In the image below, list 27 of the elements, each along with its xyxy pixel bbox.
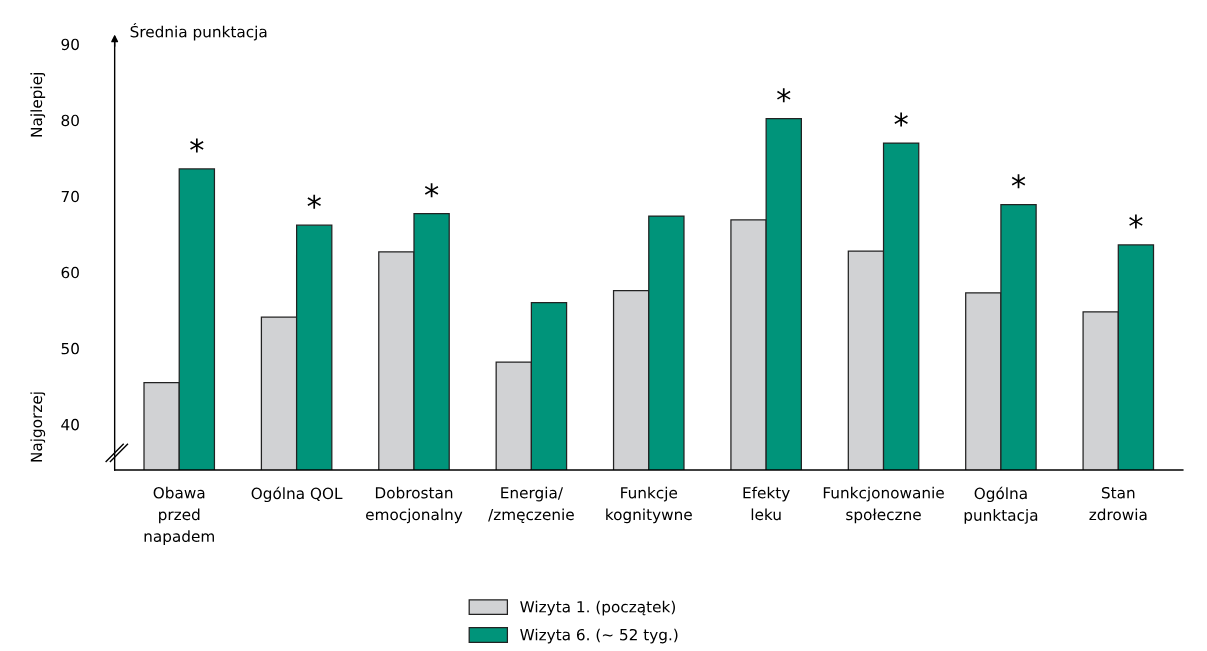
text: Najgorzej <box>30 392 46 462</box>
x-tick-label: Obawa przed napadem <box>144 486 214 545</box>
y-tick-label: 90 <box>61 38 79 51</box>
x-tick-label: Energia/ /zmęczenie <box>488 486 574 523</box>
y-tick-label: 60 <box>61 266 79 279</box>
x-tick-label: Ogólna punktacja <box>964 486 1038 524</box>
y-tick-label: 40 <box>61 418 79 431</box>
y-axis-title: Średnia punktacja <box>130 23 267 41</box>
annotation: * <box>307 194 321 209</box>
y-tick-label: 80 <box>61 114 79 127</box>
legend-label: Wizyta 1. (początek) <box>520 600 675 616</box>
annotation: * <box>424 183 439 198</box>
x-tick-label: Dobrostan emocjonalny <box>366 486 463 524</box>
x-tick-label: Stan zdrowia <box>1089 486 1147 521</box>
text: Najlepiej <box>30 73 46 137</box>
y-tick-label: 50 <box>61 342 79 355</box>
annotation: * <box>1011 174 1026 189</box>
annotation: * <box>1129 214 1143 229</box>
x-tick-label: Funkcjonowanie społeczne <box>823 486 944 524</box>
annotation: * <box>777 88 791 103</box>
legend-label: Wizyta 6. (~ 52 tyg.) <box>520 628 678 644</box>
x-tick-label: Funkcje kognitywne <box>606 486 692 524</box>
annotation: * <box>190 138 204 153</box>
x-tick-label: Ogólna QOL <box>251 486 343 503</box>
annotation: * <box>894 112 908 127</box>
x-tick-label: Efekty leku <box>743 486 790 521</box>
y-tick-label: 70 <box>61 190 79 203</box>
